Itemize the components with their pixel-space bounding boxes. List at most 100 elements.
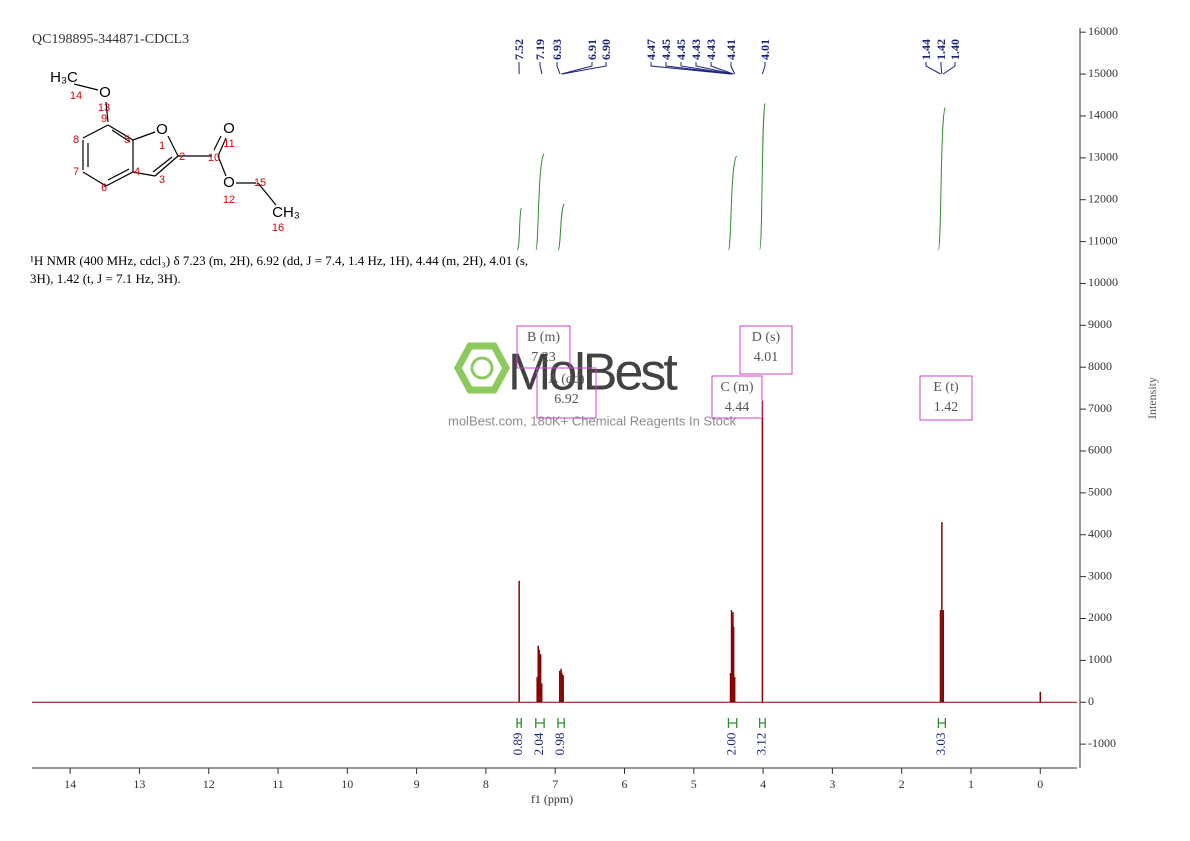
atom-label: 16 bbox=[272, 222, 284, 234]
tagline: molBest.com, 180K+ Chemical Reagents In … bbox=[448, 413, 736, 428]
y-tick-label: 11000 bbox=[1088, 233, 1118, 247]
multiplet-box bbox=[711, 375, 763, 419]
integral-label: 2.04 bbox=[531, 732, 546, 755]
integral-curve bbox=[516, 207, 522, 251]
y-tick-label: 12000 bbox=[1088, 191, 1118, 205]
multiplet-box bbox=[739, 325, 793, 375]
atom-label: 11 bbox=[223, 138, 234, 150]
integral-label: 2.00 bbox=[724, 733, 739, 756]
peak-label: 4.43 bbox=[689, 39, 703, 60]
integral-bracket bbox=[516, 718, 522, 728]
peak-leader bbox=[695, 62, 734, 75]
x-tick-label: 12 bbox=[203, 777, 215, 791]
integral-label: 3.03 bbox=[933, 733, 948, 756]
x-tick-label: 11 bbox=[272, 777, 284, 791]
peak-label: 4.45 bbox=[674, 39, 688, 60]
integral-bracket bbox=[535, 718, 545, 728]
integral-bracket bbox=[727, 718, 738, 728]
atom-label: H₃C bbox=[50, 69, 78, 86]
multiplet-value: 4.01 bbox=[754, 350, 779, 365]
multiplet-value: 4.44 bbox=[725, 400, 750, 415]
x-tick-label: 5 bbox=[691, 777, 697, 791]
peak-label: 4.47 bbox=[644, 39, 658, 60]
multiplet-box bbox=[536, 367, 597, 419]
y-tick-label: 0 bbox=[1088, 694, 1094, 708]
integral-label: 0.98 bbox=[552, 733, 567, 756]
y-tick-label: 4000 bbox=[1088, 526, 1112, 540]
peak-label: 6.93 bbox=[550, 39, 564, 60]
sample-id: QC198895-344871-CDCL3 bbox=[32, 32, 189, 47]
peak-label: 1.42 bbox=[934, 39, 948, 60]
peak-label: 1.40 bbox=[948, 39, 962, 60]
integral-curve bbox=[557, 203, 565, 251]
atom-label: 12 bbox=[223, 194, 235, 206]
integral-bracket bbox=[758, 718, 766, 728]
multiplet-label: C (m) bbox=[720, 380, 753, 395]
y-tick-label: 14000 bbox=[1088, 108, 1118, 122]
y-tick-label: 13000 bbox=[1088, 150, 1118, 164]
peak-label: 6.90 bbox=[599, 39, 613, 60]
logo bbox=[454, 342, 510, 394]
atom-label: 8 bbox=[73, 134, 79, 146]
y-tick-label: 2000 bbox=[1088, 610, 1112, 624]
x-tick-label: 6 bbox=[621, 777, 627, 791]
peak-leader bbox=[730, 62, 736, 75]
logo-ring bbox=[470, 356, 494, 380]
multiplet-label: D (s) bbox=[752, 330, 781, 345]
multiplet-label: E (t) bbox=[933, 380, 959, 395]
x-tick-label: 3 bbox=[829, 777, 835, 791]
structure-bonds bbox=[73, 83, 277, 206]
multiplet-label: B (m) bbox=[527, 330, 560, 345]
atom-label: 7 bbox=[73, 166, 79, 178]
atom-label: 4 bbox=[134, 166, 140, 178]
multiplet-value: 1.42 bbox=[934, 400, 959, 415]
peak-leader bbox=[925, 62, 941, 75]
peak-leader bbox=[761, 62, 766, 75]
x-tick-label: 13 bbox=[133, 777, 145, 791]
atom-label: 10 bbox=[208, 152, 220, 164]
x-tick-label: 7 bbox=[552, 777, 558, 791]
x-tick-label: 0 bbox=[1037, 777, 1043, 791]
integral-curve bbox=[759, 103, 766, 251]
y-tick-label: 10000 bbox=[1088, 275, 1118, 289]
peak-label: 6.91 bbox=[585, 39, 599, 60]
y-tick-label: 7000 bbox=[1088, 401, 1112, 415]
description: ¹H NMR (400 MHz, cdcl₃) δ 7.23 (m, 2H), … bbox=[30, 253, 528, 268]
description: 3H), 1.42 (t, J = 7.1 Hz, 3H). bbox=[30, 271, 181, 286]
peak-label: 4.43 bbox=[704, 39, 718, 60]
peak-label: 7.19 bbox=[533, 39, 547, 60]
atom-label: 1 bbox=[159, 140, 165, 152]
y-tick-label: 3000 bbox=[1088, 568, 1112, 582]
peak-leader bbox=[942, 62, 956, 75]
y-tick-label: 8000 bbox=[1088, 359, 1112, 373]
multiplet-value: 7.23 bbox=[531, 350, 556, 365]
x-tick-label: 10 bbox=[341, 777, 353, 791]
peak-leader bbox=[562, 62, 607, 75]
multiplet-value: 6.92 bbox=[554, 392, 579, 407]
x-tick-label: 9 bbox=[414, 777, 420, 791]
integral-label: 3.12 bbox=[753, 733, 768, 756]
y-tick-label: -1000 bbox=[1088, 736, 1116, 750]
atom-label: 6 bbox=[101, 182, 107, 194]
integral-curve bbox=[727, 155, 738, 251]
y-tick-label: 9000 bbox=[1088, 317, 1112, 331]
integral-curve bbox=[535, 153, 545, 251]
integral-bracket bbox=[937, 718, 946, 728]
x-tick-label: 4 bbox=[760, 777, 766, 791]
atom-label: 5 bbox=[124, 134, 130, 146]
atom-label: 2 bbox=[179, 151, 185, 163]
atom-label: O bbox=[223, 174, 235, 191]
peak-leader bbox=[680, 62, 732, 75]
peak-label: 4.45 bbox=[659, 39, 673, 60]
peak-leader bbox=[650, 62, 731, 75]
y-axis-label: Intensity bbox=[1145, 377, 1159, 419]
atom-label: 9 bbox=[101, 113, 107, 125]
x-axis-label: f1 (ppm) bbox=[531, 792, 573, 806]
atom-label: CH₃ bbox=[272, 204, 300, 221]
x-tick-label: 2 bbox=[899, 777, 905, 791]
atom-label: O bbox=[223, 120, 235, 137]
integral-label: 0.89 bbox=[510, 733, 525, 756]
peak-leader bbox=[539, 62, 543, 75]
integral-bracket bbox=[557, 718, 565, 728]
x-tick-label: 1 bbox=[968, 777, 974, 791]
